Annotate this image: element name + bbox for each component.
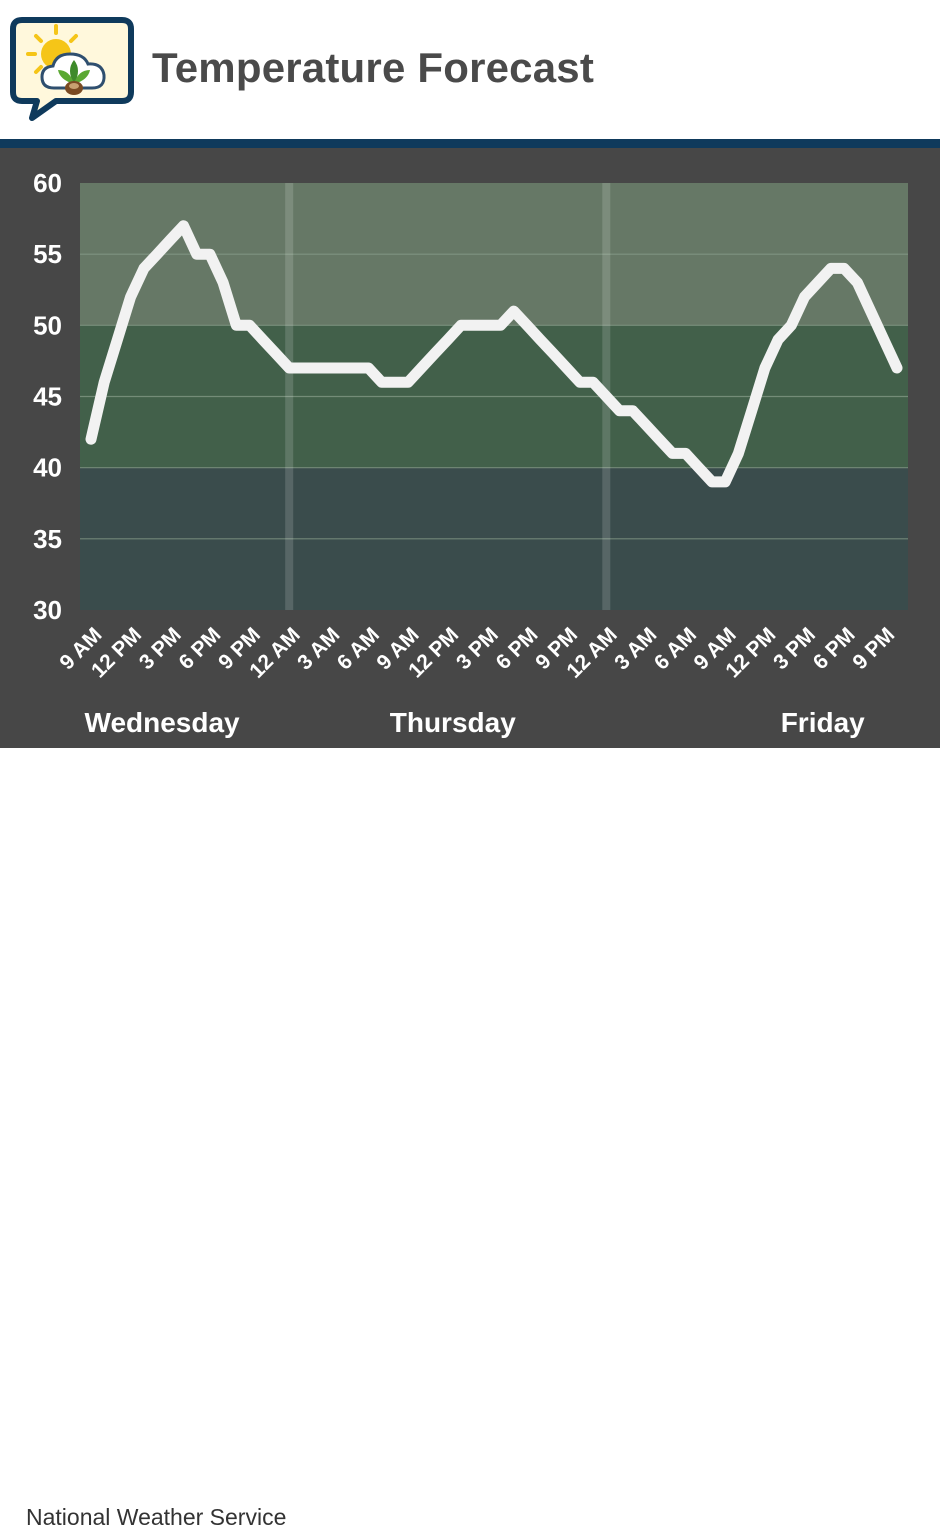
data-point-26 <box>434 353 436 355</box>
data-point-61 <box>896 367 898 369</box>
x-tick-label-7: 6 AM <box>333 623 384 674</box>
data-point-45 <box>685 452 687 454</box>
data-point-31 <box>500 324 502 326</box>
day-label-friday: Friday <box>781 707 865 738</box>
data-point-52 <box>777 339 779 341</box>
data-point-15 <box>288 367 290 369</box>
data-point-57 <box>843 267 845 269</box>
data-point-5 <box>156 253 158 255</box>
data-point-9 <box>209 253 211 255</box>
chart-panel: 30 35 40 45 50 55 60 9 AM 12 PM 3 PM 6 PM 9 PM 12 AM… <box>0 148 940 748</box>
data-point-19 <box>341 367 343 369</box>
data-point-24 <box>407 381 409 383</box>
data-point-4 <box>143 267 145 269</box>
data-point-53 <box>790 324 792 326</box>
x-tick-label-3: 6 PM <box>175 623 226 674</box>
data-point-12 <box>249 324 251 326</box>
x-tick-label-15: 6 AM <box>650 623 701 674</box>
x-tick-label-19: 6 PM <box>809 623 860 674</box>
data-point-6 <box>169 239 171 241</box>
x-tick-label-11: 6 PM <box>492 623 543 674</box>
x-tick-label-10: 3 PM <box>452 623 503 674</box>
page-title: Temperature Forecast <box>152 44 595 91</box>
data-point-34 <box>539 339 541 341</box>
data-point-46 <box>698 467 700 469</box>
day-label-thursday: Thursday <box>390 707 516 738</box>
data-point-21 <box>367 367 369 369</box>
y-tick-label-45: 45 <box>33 382 62 412</box>
data-point-23 <box>394 381 396 383</box>
data-point-35 <box>552 353 554 355</box>
data-point-20 <box>354 367 356 369</box>
y-tick-label-30: 30 <box>33 595 62 625</box>
data-point-37 <box>579 381 581 383</box>
y-tick-label-50: 50 <box>33 310 62 340</box>
data-point-54 <box>804 296 806 298</box>
data-point-42 <box>645 424 647 426</box>
data-point-30 <box>486 324 488 326</box>
data-point-25 <box>420 367 422 369</box>
data-point-22 <box>381 381 383 383</box>
header-divider-bar <box>0 139 940 148</box>
data-point-14 <box>275 353 277 355</box>
day-label-wednesday: Wednesday <box>85 707 241 738</box>
data-point-43 <box>658 438 660 440</box>
x-tick-label-14: 3 AM <box>610 623 661 674</box>
data-point-38 <box>592 381 594 383</box>
x-tick-label-2: 3 PM <box>135 623 186 674</box>
data-point-56 <box>830 267 832 269</box>
y-tick-label-60: 60 <box>33 168 62 198</box>
data-point-36 <box>566 367 568 369</box>
x-tick-label-20: 9 PM <box>848 623 899 674</box>
data-point-58 <box>856 282 858 284</box>
temperature-line <box>85 220 903 488</box>
x-tick-label-18: 3 PM <box>769 623 820 674</box>
data-point-3 <box>130 296 132 298</box>
speech-bubble-logo-icon <box>10 17 134 121</box>
source-credit: National Weather Service <box>26 1504 287 1530</box>
data-point-60 <box>883 339 885 341</box>
data-point-40 <box>619 410 621 412</box>
data-point-0 <box>90 438 92 440</box>
data-point-17 <box>315 367 317 369</box>
data-point-16 <box>301 367 303 369</box>
x-tick-label-6: 3 AM <box>293 623 344 674</box>
y-tick-label-40: 40 <box>33 453 62 483</box>
data-point-55 <box>817 282 819 284</box>
data-point-13 <box>262 339 264 341</box>
y-tick-label-55: 55 <box>33 239 62 269</box>
data-point-48 <box>724 481 726 483</box>
data-point-44 <box>671 452 673 454</box>
header: Temperature Forecast <box>0 0 940 140</box>
data-point-32 <box>513 310 515 312</box>
leaf-icon <box>58 60 90 95</box>
data-point-8 <box>196 253 198 255</box>
data-point-49 <box>737 452 739 454</box>
data-point-50 <box>751 410 753 412</box>
day-divider-1 <box>285 183 294 610</box>
data-point-39 <box>605 396 607 397</box>
data-point-1 <box>103 381 105 383</box>
footer: National Weather Service <box>0 748 940 1530</box>
data-point-33 <box>526 324 528 326</box>
data-point-10 <box>222 282 224 284</box>
data-point-27 <box>447 339 449 341</box>
data-point-2 <box>116 339 118 341</box>
data-point-41 <box>632 410 634 412</box>
sun-icon <box>26 24 78 74</box>
data-point-47 <box>711 481 713 483</box>
data-point-11 <box>235 324 237 326</box>
data-point-18 <box>328 367 330 369</box>
data-point-29 <box>473 324 475 326</box>
data-point-28 <box>460 324 462 326</box>
y-tick-label-35: 35 <box>33 524 62 554</box>
data-point-59 <box>870 310 872 312</box>
data-point-7 <box>182 225 184 227</box>
data-point-51 <box>764 367 766 369</box>
